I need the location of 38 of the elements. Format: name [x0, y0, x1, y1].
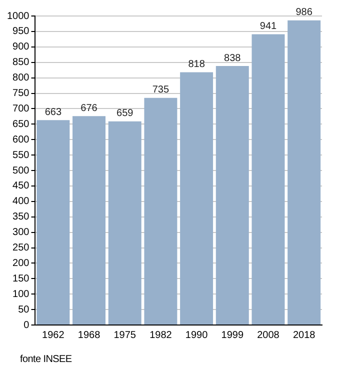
data-label: 663	[44, 106, 62, 118]
y-tick-label: 600	[12, 134, 30, 146]
data-label: 735	[152, 84, 170, 96]
y-tick-label: 400	[12, 196, 30, 208]
y-tick-label: 350	[12, 212, 30, 223]
data-label: 941	[260, 20, 278, 32]
x-tick-label: 1990	[185, 330, 208, 341]
y-tick-label: 550	[12, 150, 30, 161]
y-tick-label: 850	[12, 57, 30, 68]
y-tick-label: 50	[18, 304, 30, 316]
data-label: 838	[224, 52, 242, 64]
y-tick-label: 100	[12, 288, 30, 300]
y-tick-label: 150	[12, 273, 30, 284]
x-tick-label: 1968	[78, 330, 101, 341]
source-note: fonte INSEE	[20, 354, 72, 365]
data-label: 659	[116, 108, 134, 120]
y-tick-label: 1000	[6, 10, 30, 22]
y-tick-label: 700	[12, 103, 30, 114]
x-tick-label: 1962	[42, 330, 65, 341]
y-tick-label: 800	[12, 72, 30, 84]
x-tick-label: 2008	[257, 330, 280, 341]
y-tick-label: 300	[12, 227, 30, 238]
x-tick-label: 1982	[150, 330, 172, 341]
y-tick-label: 250	[12, 242, 30, 254]
y-tick-label: 450	[12, 180, 30, 192]
data-label: 986	[296, 7, 313, 18]
x-tick-label: 2018	[292, 330, 316, 341]
y-tick-label: 0	[24, 320, 30, 331]
data-label: 818	[188, 58, 206, 70]
x-tick-label: 1975	[114, 330, 136, 341]
y-tick-label: 950	[12, 26, 30, 38]
y-tick-label: 500	[12, 165, 30, 176]
y-tick-label: 650	[12, 118, 30, 130]
x-tick-label: 1999	[221, 330, 244, 341]
data-label: 676	[80, 102, 98, 114]
y-tick-label: 750	[12, 88, 30, 99]
y-tick-label: 200	[12, 258, 30, 269]
y-tick-label: 900	[12, 42, 30, 53]
